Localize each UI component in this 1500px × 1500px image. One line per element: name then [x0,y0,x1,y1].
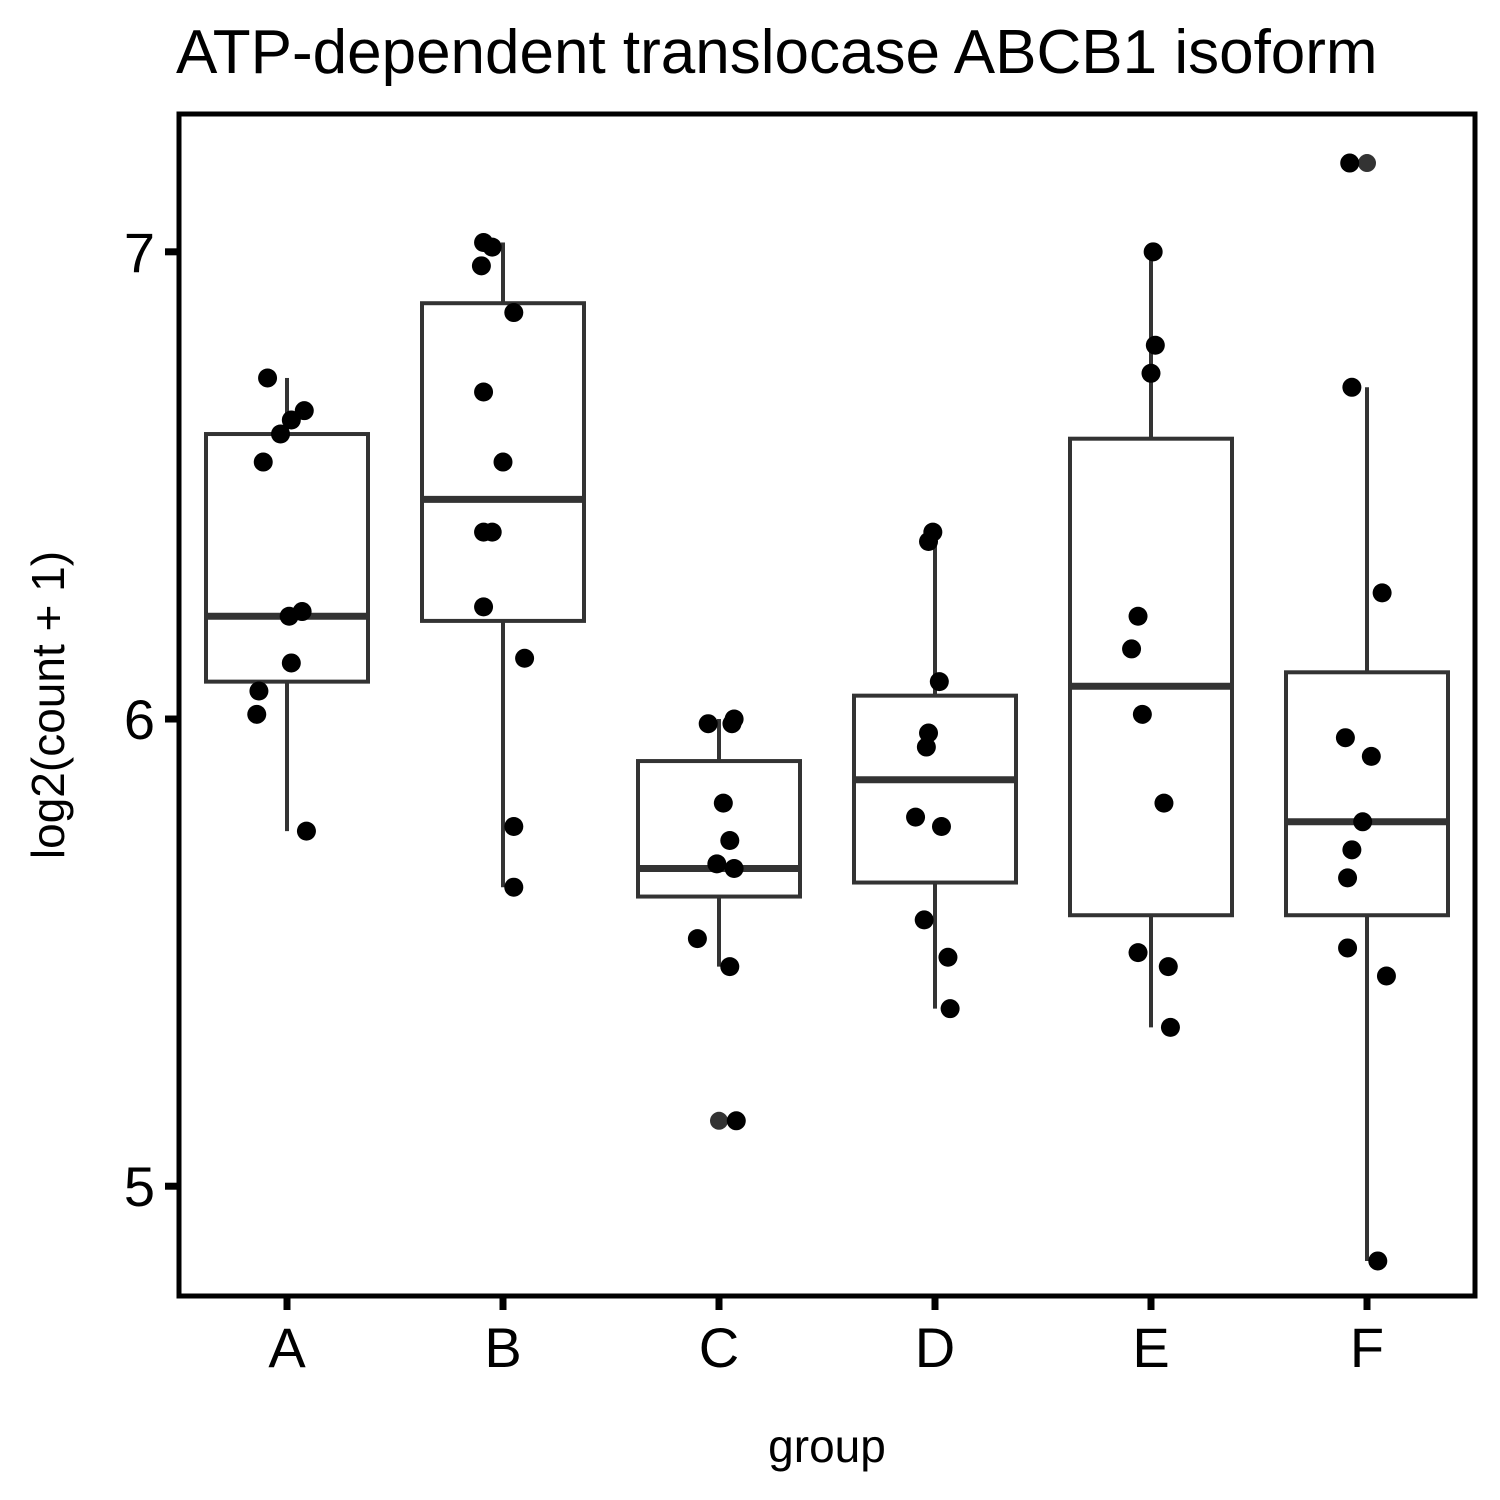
data-point [249,681,269,701]
points-group-f [1335,153,1396,1271]
box-group-f [1284,154,1450,1261]
data-point [919,531,939,551]
x-tick-label: B [484,1316,521,1379]
data-point [474,597,494,617]
data-point [724,859,744,879]
data-point [279,606,299,626]
data-point [471,256,491,276]
data-point [474,382,494,402]
data-point [1128,943,1148,963]
data-point [938,947,958,967]
data-point [1338,938,1358,958]
data-point [1154,793,1174,813]
data-point [722,714,742,734]
data-point [1338,868,1358,888]
points-group-b [471,232,535,897]
data-point [247,704,267,724]
data-point [916,737,936,757]
data-point [720,830,740,850]
data-point [1143,242,1163,262]
data-point [271,424,291,444]
box-iqr [636,759,802,899]
y-tick-label: 6 [124,688,155,751]
points-group-a [247,368,316,841]
points-group-c [687,709,746,1131]
data-point [504,877,524,897]
box-group-b [420,242,586,888]
x-tick-label: F [1350,1316,1384,1379]
data-point [281,653,301,673]
data-point [504,816,524,836]
data-point [726,1111,746,1131]
data-point [931,816,951,836]
box-group-e [1068,251,1234,1028]
box-iqr [204,432,370,684]
y-axis-title: log2(count + 1) [22,551,74,859]
data-point [1335,728,1355,748]
points-group-d [906,522,960,1019]
y-tick-label: 7 [124,221,155,284]
x-tick-label: A [268,1316,306,1379]
data-point [1372,583,1392,603]
data-point [687,929,707,949]
data-point [940,999,960,1019]
data-point [906,807,926,827]
data-point [1340,153,1360,173]
box-group-c [636,719,802,1130]
data-point [1128,606,1148,626]
data-point [482,522,502,542]
data-point [1368,1251,1388,1271]
box-group-a [204,377,370,832]
data-point [707,854,727,874]
box-iqr [1284,670,1450,918]
data-point [296,821,316,841]
chart-title: ATP-dependent translocase ABCB1 isoform [176,18,1378,87]
data-point [281,410,301,430]
data-point [504,303,524,323]
data-point [1141,363,1161,383]
data-point [258,368,278,388]
data-point [493,452,513,472]
data-point [1342,377,1362,397]
data-point [253,452,273,472]
data-point [1376,966,1396,986]
data-point [1361,746,1381,766]
data-point [482,237,502,257]
data-point [1145,335,1165,355]
box-group-d [852,532,1018,1009]
data-point [1132,704,1152,724]
outlier-point [1358,154,1376,173]
box-iqr [1068,436,1234,918]
plot-frame [176,111,1478,1299]
x-axis-title: group [768,1420,886,1472]
data-point [914,910,934,930]
data-point [713,793,733,813]
data-point [1158,957,1178,977]
box-iqr [852,693,1018,885]
y-tick-label: 5 [124,1155,155,1218]
data-point [929,672,949,692]
points-group-e [1122,242,1180,1037]
data-point [698,714,718,734]
data-point [1122,639,1142,659]
x-tick-label: D [915,1316,955,1379]
outlier-point [710,1111,728,1130]
data-point [1160,1017,1180,1037]
x-tick-label: C [699,1316,739,1379]
data-point [1353,812,1373,832]
data-point [720,957,740,977]
data-point [919,723,939,743]
data-point [515,648,535,668]
data-point [1342,840,1362,860]
x-tick-label: E [1132,1316,1169,1379]
